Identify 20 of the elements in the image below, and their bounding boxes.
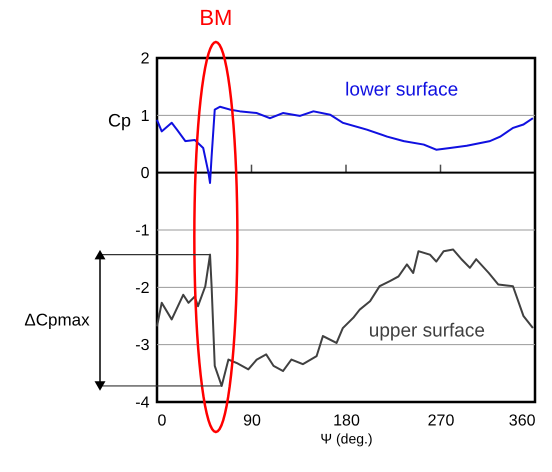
y-tick-label: -4 <box>135 394 150 412</box>
y-tick-label: -1 <box>135 222 150 240</box>
y-tick-label: -3 <box>135 337 150 354</box>
x-axis-title: Ψ (deg.) <box>320 430 373 446</box>
series-label: lower surface <box>345 80 458 101</box>
x-tick-label: 270 <box>428 412 454 430</box>
y-tick-label: 1 <box>140 108 150 125</box>
line-series <box>156 248 534 387</box>
y-tick-label: 2 <box>140 50 150 68</box>
y-tick-label: 0 <box>140 165 150 182</box>
text: BM <box>199 5 232 30</box>
y-axis-title: Cp <box>108 110 132 130</box>
x-tick-label: 180 <box>333 412 360 430</box>
line-series <box>156 106 534 184</box>
y-tick-label: -2 <box>135 280 150 297</box>
series-label: upper surface <box>368 320 485 342</box>
x-tick-label: 360 <box>508 412 536 430</box>
x-tick-label: 90 <box>243 412 261 430</box>
x-tick-label: 0 <box>158 412 166 430</box>
text: ΔCpmax <box>24 310 90 330</box>
